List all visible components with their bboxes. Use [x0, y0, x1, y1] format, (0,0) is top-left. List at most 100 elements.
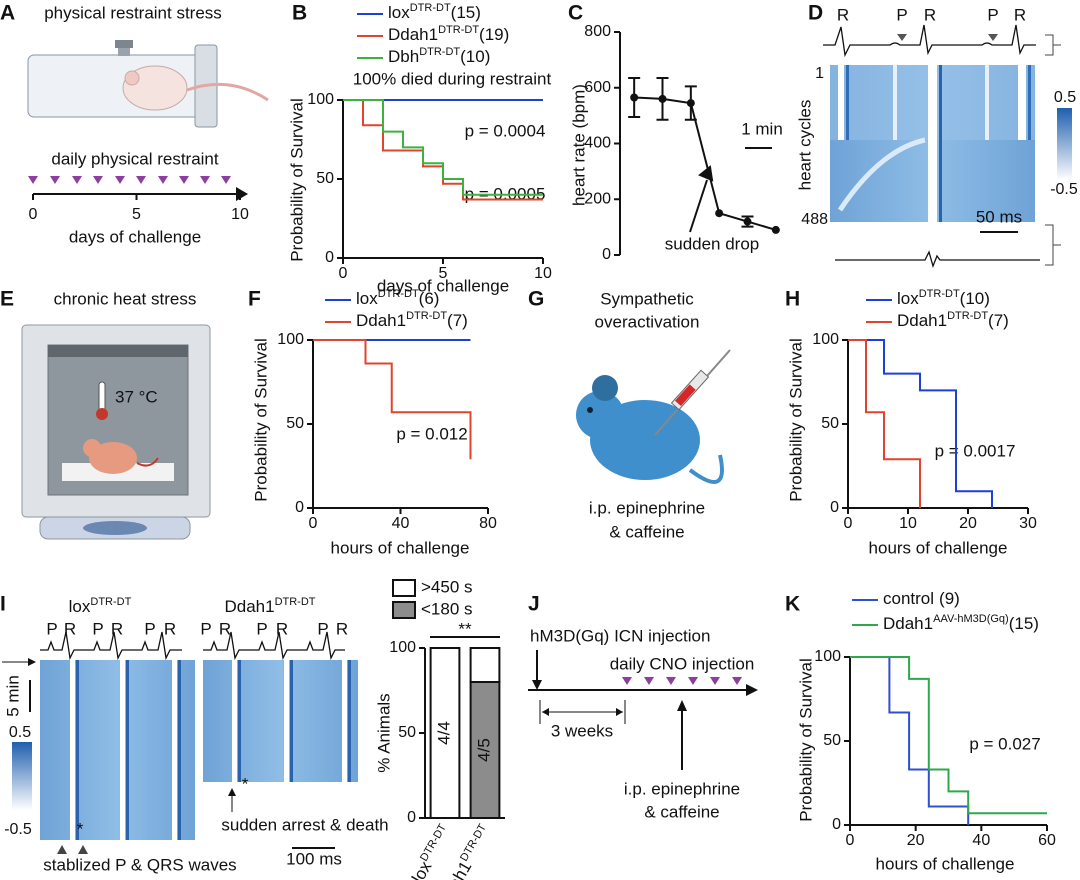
legend-label-suffix: (10): [960, 289, 990, 308]
y-tick-label: 100: [277, 331, 304, 348]
line: [634, 96, 777, 231]
legend-label-main: control: [883, 589, 934, 608]
panel-letter: G: [528, 288, 544, 311]
point: [658, 94, 667, 103]
colorbar-tick: 0.5: [9, 724, 31, 741]
survival-curve: [848, 339, 921, 508]
y-tick-label: 0: [325, 249, 334, 266]
restraint-tube: [27, 40, 269, 128]
x-tick-label: 30: [1019, 515, 1037, 532]
legend-label: Ddah1DTR-DT(19): [388, 24, 509, 45]
legend-label-suffix: (15): [1009, 614, 1039, 633]
incubator: [21, 324, 211, 540]
legend-label-main: Ddah1: [897, 311, 947, 330]
y-tick-label: 100: [812, 331, 839, 348]
annotation: **: [458, 619, 472, 638]
legend-label-suffix: (10): [460, 47, 490, 66]
x-tick-label-main: Ddah1: [434, 858, 476, 880]
scale-bar-label: 100 ms: [286, 849, 342, 868]
bar-segment: [429, 647, 461, 819]
annotation: p = 0.012: [396, 424, 467, 443]
panel-letter: A: [0, 2, 15, 25]
ecg-label: P: [46, 619, 57, 638]
y-axis-label: heart cycles: [795, 100, 814, 191]
x-tick-label: 40: [972, 832, 990, 849]
j-timeline: [528, 650, 758, 770]
x-tick-label: 0: [309, 515, 318, 532]
row-label: 1: [815, 65, 824, 82]
i-heatmaps: [2, 631, 500, 854]
ecg-label: R: [837, 5, 849, 24]
annotation: sudden drop: [665, 234, 760, 253]
panel-letter: K: [785, 593, 800, 616]
y-tick-label: 50: [821, 415, 839, 432]
ecg-label: P: [144, 619, 155, 638]
survival-curve: [848, 339, 993, 508]
x-tick-label-sup: DTR-DT: [458, 822, 489, 864]
x-tick-label: 20: [907, 832, 925, 849]
annotation: & caffeine: [644, 802, 719, 821]
legend-label: loxDTR-DT(6): [356, 288, 439, 309]
annotation: 1 min: [741, 119, 783, 138]
legend-label-sup: AAV-hM3D(Gq): [933, 613, 1009, 625]
x-axis-label: hours of challenge: [331, 538, 470, 557]
panel-letter: F: [248, 288, 261, 311]
annotation: p = 0.027: [969, 734, 1040, 753]
group-label: loxDTR-DT: [69, 596, 132, 617]
y-tick-label: 50: [823, 732, 841, 749]
y-tick-label: 400: [584, 135, 611, 152]
panel-letter: E: [0, 288, 14, 311]
x-axis-label: days of challenge: [377, 276, 509, 295]
y-tick-label: 50: [316, 170, 334, 187]
survival-curve: [850, 656, 1047, 815]
survival-curve: [850, 656, 970, 825]
legend-label-main: Ddah1: [388, 25, 438, 44]
ecg-label: R: [276, 619, 288, 638]
mouse-injection: [576, 349, 731, 484]
d-heatmap: [823, 24, 1072, 269]
x-tick-label: 10: [534, 265, 552, 282]
panel-letter: C: [568, 2, 583, 25]
legend-label: Ddah1DTR-DT(7): [897, 310, 1009, 331]
x-tick-label: 10: [899, 515, 917, 532]
scale-bar-label: 5 min: [3, 675, 22, 717]
y-axis-label: Probability of Survival: [786, 338, 805, 501]
scale-bar-label: 50 ms: [976, 207, 1022, 226]
annotation: p = 0.0004: [465, 121, 546, 140]
y-tick-label: 100: [389, 639, 416, 656]
legend-label-sup: DTR-DT: [438, 24, 479, 36]
point: [686, 99, 695, 108]
colorbar-tick: -0.5: [1050, 181, 1078, 198]
annotation: daily CNO injection: [610, 654, 755, 673]
annotation: hM3D(Gq) ICN injection: [530, 626, 710, 645]
legend-label-sup: DTR-DT: [919, 288, 960, 300]
x-tick-label: 0: [339, 265, 348, 282]
legend-label: <180 s: [421, 599, 473, 618]
panel-title: chronic heat stress: [54, 289, 197, 308]
group-label-main: Ddah1: [224, 597, 274, 616]
survival-curve: [313, 339, 472, 460]
y-axis-label: Probability of Survival: [251, 338, 270, 501]
legend-label-main: Dbh: [388, 47, 419, 66]
legend-label-main: Ddah1: [356, 311, 406, 330]
x-tick-label: 0: [846, 832, 855, 849]
value-label: 4/4: [434, 721, 453, 745]
y-tick-label: 50: [398, 724, 416, 741]
ecg-label: R: [924, 5, 936, 24]
legend-label-sup: DTR-DT: [406, 310, 447, 322]
panel-letter: J: [528, 593, 540, 616]
x-tick-label: 20: [959, 515, 977, 532]
annotation: p = 0.0017: [935, 441, 1016, 460]
x-tick-label: 0: [29, 206, 38, 223]
legend-label: Ddah1DTR-DT(7): [356, 310, 468, 331]
legend-label-main: lox: [897, 289, 919, 308]
legend-label: DbhDTR-DT(10): [388, 46, 490, 67]
x-tick-label: 5: [439, 265, 448, 282]
legend-label: Ddah1AAV-hM3D(Gq)(15): [883, 613, 1039, 634]
bar-segment: [469, 647, 501, 683]
ecg-label: P: [200, 619, 211, 638]
legend-label-sup: DTR-DT: [378, 288, 419, 300]
caption: & caffeine: [609, 522, 684, 541]
colorbar-tick: 0.5: [1054, 89, 1076, 106]
legend-label-sup: DTR-DT: [410, 2, 451, 14]
